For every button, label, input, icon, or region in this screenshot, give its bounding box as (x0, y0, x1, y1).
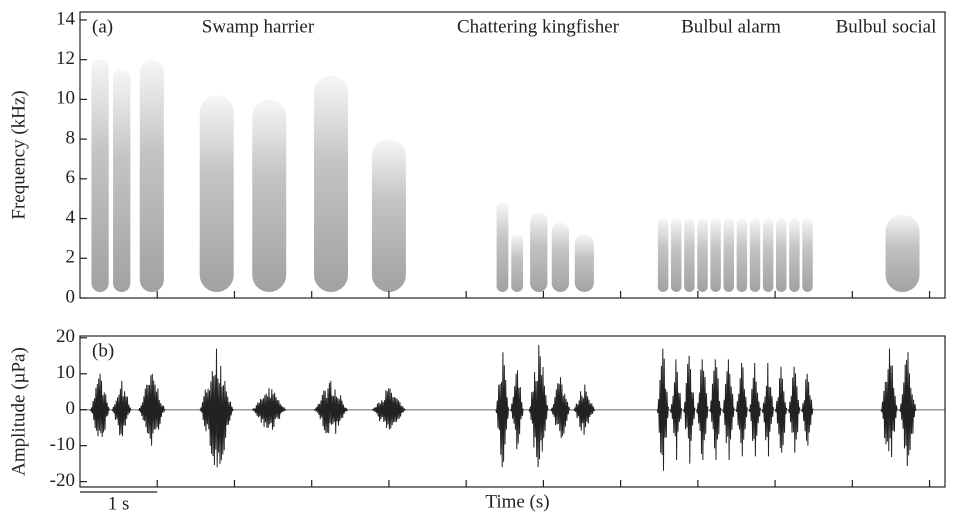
plot-frame (79, 11, 946, 299)
burst (801, 373, 814, 446)
y-tick-label: 6 (66, 167, 76, 188)
burst (495, 352, 509, 468)
burst (696, 359, 709, 461)
burst (735, 362, 748, 457)
scale-bar-label: 1 s (108, 493, 130, 514)
syllable (776, 218, 787, 292)
syllable (113, 69, 131, 292)
burst (748, 362, 761, 457)
panel-label: (a) (92, 16, 113, 37)
y-tick-label: 8 (66, 127, 76, 148)
syllable (710, 218, 721, 292)
syllable (314, 75, 348, 292)
syllable (657, 218, 669, 292)
burst (722, 359, 735, 461)
y-tick-label: 14 (56, 8, 76, 29)
burst (656, 348, 669, 471)
burst (683, 355, 696, 464)
burst (199, 348, 234, 468)
syllable (749, 218, 761, 292)
burst (880, 348, 898, 458)
syllable (736, 218, 748, 292)
syllable (91, 59, 109, 292)
burst (371, 388, 406, 430)
burst (111, 380, 132, 437)
burst (761, 362, 774, 457)
syllable (684, 218, 695, 292)
y-axis-label: Frequency (kHz) (8, 90, 29, 219)
syllable (723, 218, 735, 292)
y-tick-label: -10 (50, 434, 75, 455)
y-tick-label: 10 (56, 88, 75, 109)
syllable (496, 202, 509, 292)
burst (709, 359, 722, 461)
annotation: Chattering kingfisher (457, 16, 620, 37)
burst (573, 384, 596, 435)
syllable (371, 139, 406, 292)
burst (89, 373, 110, 438)
burst (899, 352, 917, 467)
burst (788, 366, 801, 453)
burst (528, 344, 549, 468)
y-tick-label: 12 (56, 48, 75, 69)
syllable (574, 234, 594, 292)
syllable (802, 218, 813, 292)
syllable (511, 234, 524, 292)
annotation: Bulbul alarm (681, 16, 781, 37)
burst (313, 380, 349, 434)
burst (252, 388, 287, 430)
burst (774, 366, 788, 453)
burst (510, 370, 524, 450)
burst (669, 359, 682, 461)
syllable (199, 95, 234, 293)
syllable (697, 218, 708, 292)
y-axis-label: Amplitude (µPa) (8, 347, 29, 476)
y-tick-label: 10 (56, 362, 75, 383)
syllable (551, 222, 570, 292)
syllable (670, 218, 682, 292)
y-tick-label: 4 (66, 207, 76, 228)
annotation: Swamp harrier (202, 16, 315, 37)
burst (550, 377, 571, 439)
plot-frame (79, 335, 946, 488)
syllable (789, 218, 800, 292)
y-tick-label: 0 (66, 286, 76, 307)
y-tick-label: 0 (66, 398, 76, 419)
syllable (885, 214, 920, 292)
y-tick-label: 2 (66, 247, 76, 268)
annotation: Bulbul social (836, 16, 937, 37)
syllable (762, 218, 774, 292)
syllable (530, 212, 548, 292)
syllable (252, 99, 287, 292)
burst (138, 373, 166, 446)
y-tick-label: 20 (56, 326, 75, 347)
y-tick-label: -20 (50, 470, 75, 491)
x-axis-label: Time (s) (485, 491, 549, 512)
syllable (139, 59, 164, 292)
panel-label: (b) (92, 340, 114, 361)
